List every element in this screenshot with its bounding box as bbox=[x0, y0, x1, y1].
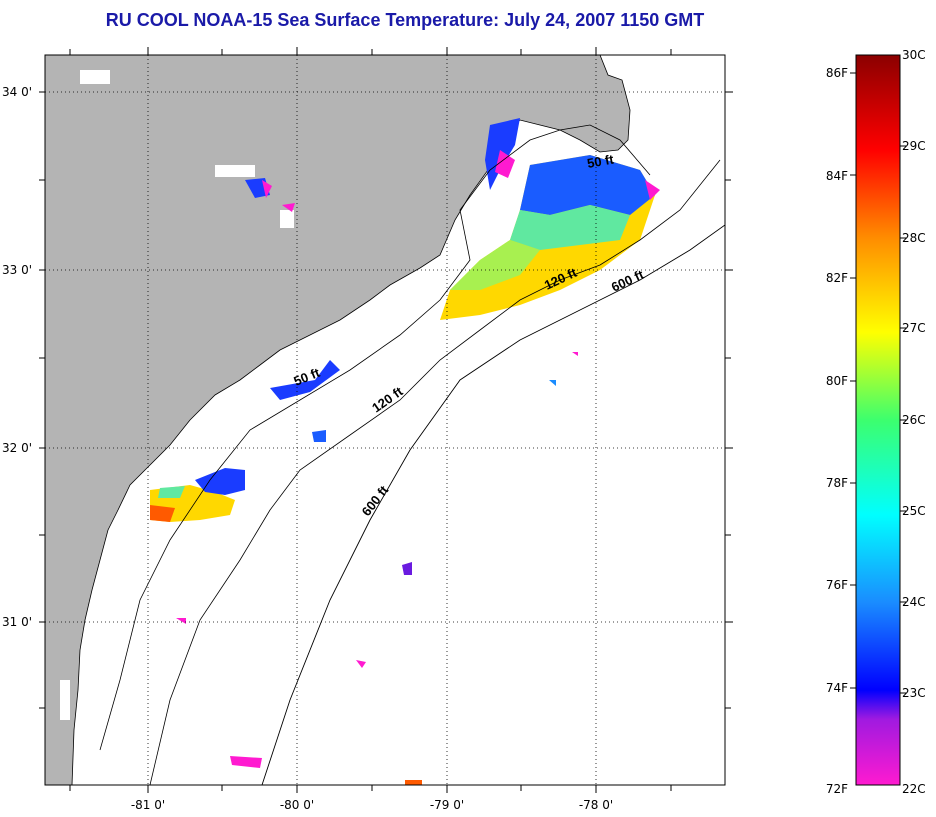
grid-lines bbox=[45, 55, 725, 785]
lon-tick-label: -78 0' bbox=[579, 798, 613, 812]
colorbar-f-label: 86F bbox=[826, 66, 848, 80]
contour-50ft bbox=[99, 124, 651, 751]
lat-tick-label: 33 0' bbox=[2, 263, 32, 277]
colorbar-c-label: 24C bbox=[902, 595, 926, 609]
colorbar-gradient bbox=[855, 54, 901, 786]
colorbar-f-label: 74F bbox=[826, 681, 848, 695]
lon-tick-label: -79 0' bbox=[430, 798, 464, 812]
lon-tick-label: -81 0' bbox=[131, 798, 165, 812]
colorbar-c-label: 26C bbox=[902, 413, 926, 427]
colorbar-f-label: 84F bbox=[826, 169, 848, 183]
lat-tick-label: 31 0' bbox=[2, 615, 32, 629]
map-title: RU COOL NOAA-15 Sea Surface Temperature:… bbox=[105, 10, 705, 30]
colorbar-f-label: 82F bbox=[826, 271, 848, 285]
colorbar-c-label: 25C bbox=[902, 504, 926, 518]
lon-tick-label: -80 0' bbox=[280, 798, 314, 812]
contour-120ft bbox=[149, 159, 721, 785]
sst-patch-southwest bbox=[150, 468, 245, 522]
contour-600ft bbox=[261, 224, 725, 785]
land-mass bbox=[45, 55, 631, 785]
lat-tick-label: 34 0' bbox=[2, 85, 32, 99]
colorbar-f-label: 80F bbox=[826, 374, 848, 388]
sst-patch-scattered bbox=[176, 178, 578, 785]
colorbar-f-label: 76F bbox=[826, 578, 848, 592]
map-frame bbox=[44, 54, 726, 786]
contour-label-50ft-upper: 50 ft bbox=[586, 151, 616, 171]
sst-patch-northeast bbox=[440, 118, 660, 320]
colorbar-f-label: 72F bbox=[826, 782, 848, 796]
colorbar: 86F 84F 82F 80F 78F 76F 74F 72F 30C 29C … bbox=[826, 48, 926, 796]
colorbar-c-label: 29C bbox=[902, 139, 926, 153]
colorbar-f-label: 78F bbox=[826, 476, 848, 490]
colorbar-c-label: 22C bbox=[902, 782, 926, 796]
colorbar-c-label: 28C bbox=[902, 231, 926, 245]
colorbar-c-label: 27C bbox=[902, 321, 926, 335]
colorbar-c-label: 23C bbox=[902, 686, 926, 700]
colorbar-c-label: 30C bbox=[902, 48, 926, 62]
lat-tick-label: 32 0' bbox=[2, 441, 32, 455]
